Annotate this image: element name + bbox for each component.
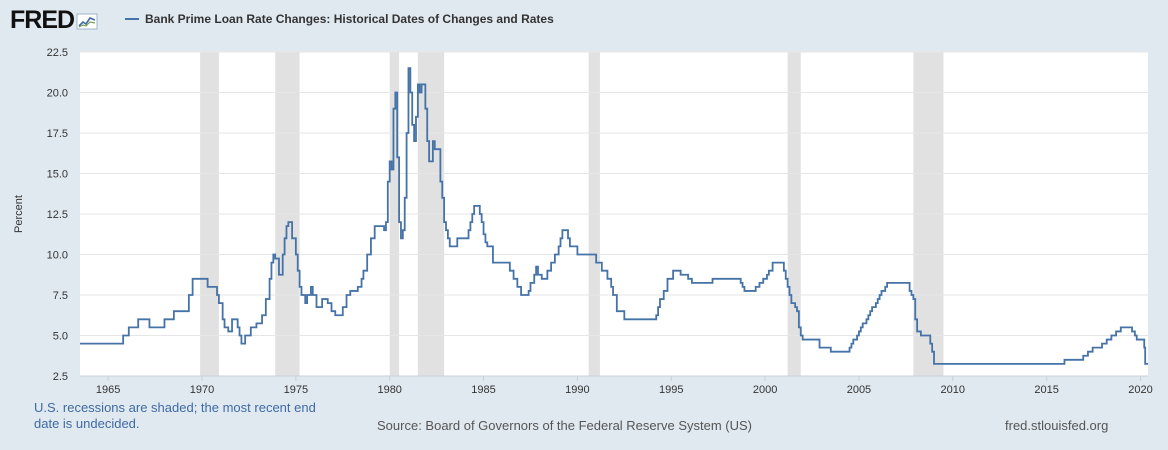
y-axis: 2.5 5.0 7.5 10.0 12.5 15.0 17.5 20.0 22.5 (47, 47, 68, 383)
series-line (80, 67, 1148, 365)
y-tick-label: 20.0 (47, 88, 68, 100)
y-tick-label: 5.0 (53, 331, 68, 343)
y-tick-label: 10.0 (47, 250, 68, 262)
x-tick-label: 2015 (1034, 384, 1058, 396)
legend-label: Bank Prime Loan Rate Changes: Historical… (145, 12, 554, 26)
y-tick-label: 7.5 (53, 290, 68, 302)
x-tick-label: 1965 (96, 384, 120, 396)
y-tick-label: 22.5 (47, 47, 68, 59)
x-tick-label: 2020 (1128, 384, 1152, 396)
y-axis-title: Percent (13, 195, 25, 233)
x-tick-label: 1990 (565, 384, 589, 396)
x-tick-label: 2000 (753, 384, 777, 396)
source-text: Source: Board of Governors of the Federa… (377, 418, 752, 433)
legend-swatch (125, 18, 139, 20)
x-tick-label: 1970 (190, 384, 214, 396)
recession-note: U.S. recessions are shaded; the most rec… (34, 400, 316, 431)
y-tick-label: 17.5 (47, 128, 68, 140)
y-tick-label: 2.5 (53, 371, 68, 383)
x-tick-label: 1995 (659, 384, 683, 396)
x-tick-label: 1980 (377, 384, 401, 396)
x-tick-label: 2010 (941, 384, 965, 396)
x-tick-label: 1985 (471, 384, 495, 396)
y-tick-label: 12.5 (47, 209, 68, 221)
chart-legend: Bank Prime Loan Rate Changes: Historical… (125, 12, 554, 26)
x-tick-label: 2005 (847, 384, 871, 396)
line-chart-icon (76, 13, 98, 30)
x-axis: 1965 1970 1975 1980 1985 1990 1995 2000 2005 2010… (80, 375, 1153, 396)
y-tick-label: 15.0 (47, 169, 68, 181)
fred-logo[interactable]: FRED (10, 6, 98, 34)
series-layer (80, 67, 1148, 365)
site-url[interactable]: fred.stlouisfed.org (1005, 418, 1109, 433)
logo-text: FRED (10, 6, 75, 34)
x-tick-label: 1975 (284, 384, 308, 396)
